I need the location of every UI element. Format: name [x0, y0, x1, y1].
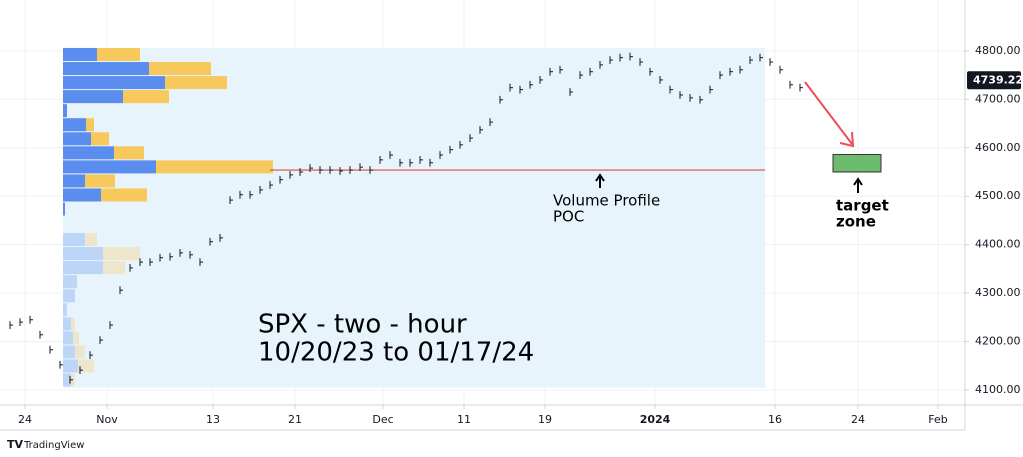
x-tick-label: Feb [928, 413, 947, 426]
poc-arrow-head [595, 173, 605, 182]
volume-down [85, 174, 115, 188]
target-zone [832, 154, 882, 173]
volume-down [71, 317, 75, 331]
target-label: zone [836, 213, 876, 231]
volume-up [63, 132, 91, 146]
x-tick-label: 16 [768, 413, 782, 426]
poc-label: POC [553, 208, 584, 226]
volume-down [123, 90, 169, 104]
x-tick-label: Nov [96, 413, 118, 426]
target-label: target [836, 197, 889, 215]
volume-down [75, 345, 85, 359]
volume-up [63, 275, 77, 289]
volume-up [63, 76, 165, 90]
y-tick-label: 4200.00 [975, 335, 1021, 348]
y-tick-label: 4400.00 [975, 238, 1021, 251]
brand: TV TradingView [7, 438, 84, 451]
volume-down [103, 261, 125, 275]
volume-down [73, 331, 79, 345]
volume-up [63, 233, 85, 247]
chart-title: SPX - two - hour [258, 310, 467, 340]
volume-up [63, 345, 75, 359]
volume-up [63, 90, 123, 104]
volume-down [86, 118, 94, 132]
axes: 4100.00 4200.00 4300.00 4400.00 4500.00 4600.… [18, 44, 1023, 426]
volume-up [63, 303, 67, 317]
volume-up [63, 118, 86, 132]
brand-name: TradingView [23, 440, 84, 451]
x-tick-label: 2024 [640, 413, 671, 426]
volume-up [63, 331, 73, 345]
red-arrow-head [839, 131, 855, 148]
red-arrow [804, 81, 853, 145]
volume-down [114, 146, 144, 160]
volume-down [78, 359, 94, 373]
volume-down [165, 76, 227, 90]
y-tick-label: 4300.00 [975, 286, 1021, 299]
volume-up [63, 188, 101, 202]
y-tick-label: 4100.00 [975, 383, 1021, 396]
brand-logo: TV [7, 438, 24, 451]
volume-up [63, 146, 114, 160]
volume-up [63, 174, 85, 188]
volume-up [63, 202, 65, 216]
volume-up [63, 359, 78, 373]
y-tick-label: 4700.00 [975, 92, 1021, 105]
chart-title: 10/20/23 to 01/17/24 [258, 338, 534, 368]
volume-up [63, 261, 103, 275]
volume-up [63, 289, 75, 303]
volume-down [103, 247, 140, 261]
volume-up [63, 47, 97, 62]
volume-down [85, 233, 97, 247]
volume-down [97, 47, 140, 62]
volume-up [63, 104, 67, 118]
x-tick-label: 24 [18, 413, 32, 426]
last-price-label: 4739.22 [973, 73, 1023, 86]
profile-region [63, 47, 765, 388]
volume-up [63, 160, 156, 174]
volume-up [63, 373, 71, 387]
y-tick-label: 4600.00 [975, 141, 1021, 154]
x-tick-label: 11 [457, 413, 471, 426]
target-arrow-head [853, 177, 863, 186]
last-price-box [967, 71, 1021, 90]
poc-label: Volume Profile [553, 192, 660, 210]
x-tick-label: 19 [538, 413, 552, 426]
x-tick-label: 24 [851, 413, 865, 426]
volume-up [63, 317, 71, 331]
y-tick-label: 4500.00 [975, 189, 1021, 202]
volume-down [156, 160, 273, 174]
x-tick-label: Dec [372, 413, 393, 426]
volume-down [101, 188, 147, 202]
x-tick-label: 21 [288, 413, 302, 426]
volume-down [91, 132, 109, 146]
x-tick-label: 13 [206, 413, 220, 426]
volume-down [149, 62, 211, 76]
y-tick-label: 4800.00 [975, 44, 1021, 57]
volume-up [63, 62, 149, 76]
volume-up [63, 247, 103, 261]
